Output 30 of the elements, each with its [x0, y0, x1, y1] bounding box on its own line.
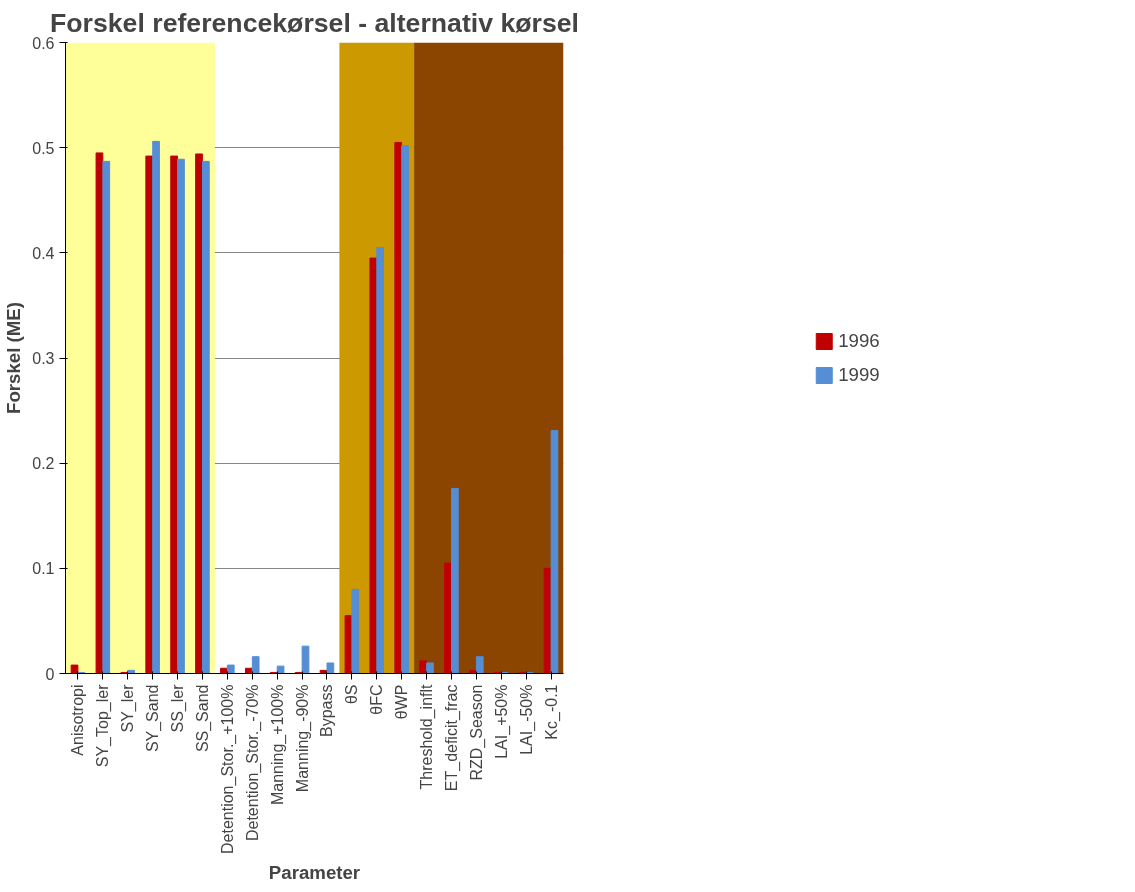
y-tick-label: 0.5	[32, 139, 55, 157]
x-tick-label: SS_ler	[169, 683, 188, 733]
x-tick-label: Manning_+100%	[268, 684, 287, 806]
x-tick-label: LAI_+50%	[492, 684, 511, 759]
x-tick-label: Anisotropi	[69, 684, 87, 756]
x-tick-label: Detention_Stor._+100%	[218, 684, 237, 854]
x-axis-title: Parameter	[268, 861, 361, 883]
x-tick-label: RZD_Season	[467, 684, 486, 781]
y-tick-label: 0.1	[32, 560, 55, 578]
x-tick-label: Kc_-0.1	[542, 684, 561, 740]
x-tick-label: θS	[343, 684, 361, 705]
x-tick-label: θFC	[368, 684, 386, 715]
legend-label: 1999	[838, 363, 880, 386]
x-tick-label: Bypass	[318, 684, 336, 737]
y-tick-label: 0.3	[32, 350, 55, 367]
x-tick-label: Detention_Stor._-70%	[243, 684, 262, 842]
x-tick-label: ET_deficit_frac	[442, 684, 461, 792]
x-tick-label: SS_Sand	[193, 684, 212, 753]
x-tick-label: LAI_-50%	[517, 684, 536, 755]
x-tick-label: SY_ler	[119, 683, 138, 733]
x-tick-label: SY_Top_ler	[94, 683, 113, 768]
y-tick-label: 0.2	[32, 455, 55, 473]
x-tick-label: Manning_-90%	[293, 684, 312, 793]
x-tick-label: SY_Sand	[144, 684, 163, 753]
y-tick-label: 0.4	[32, 244, 55, 262]
x-tick-label: Threshold_inflt	[418, 683, 437, 790]
y-tick-label: 0	[45, 665, 55, 683]
legend-label: 1996	[838, 329, 880, 352]
y-axis-title: Forskel (ME)	[3, 302, 25, 414]
x-tick-label: θWP	[393, 684, 411, 720]
